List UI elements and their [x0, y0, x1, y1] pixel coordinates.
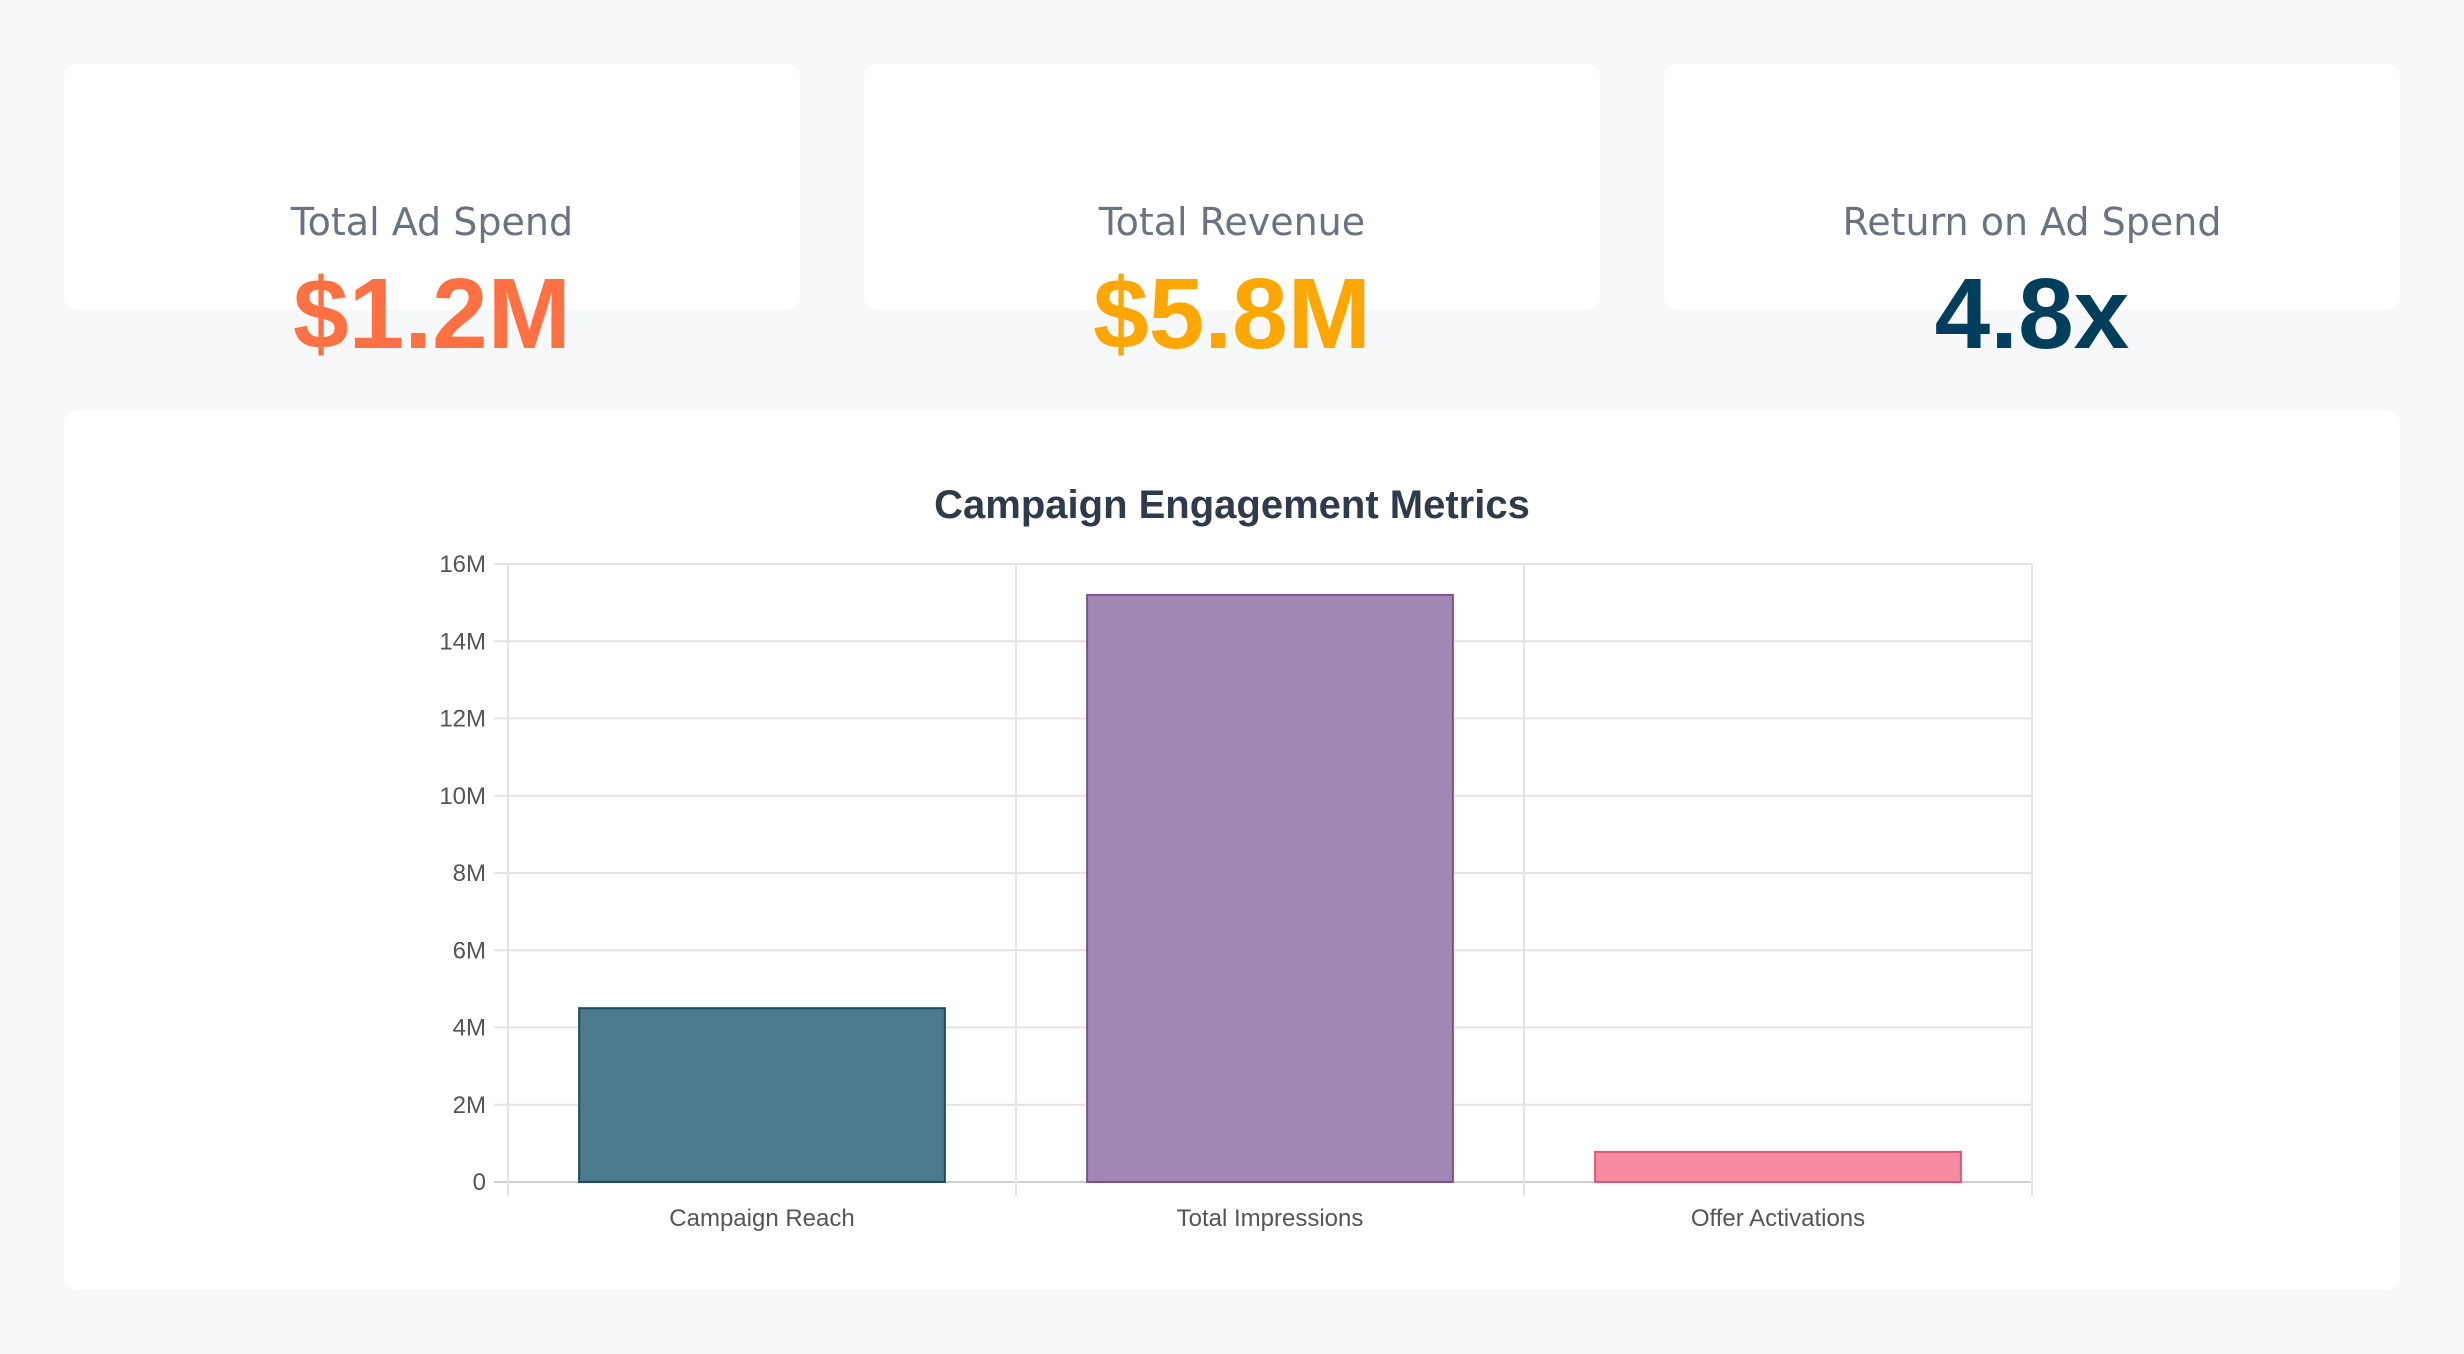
y-tick-label: 12M [439, 706, 486, 733]
y-tick-label: 10M [439, 783, 486, 810]
bar-total-impressions[interactable] [1086, 593, 1454, 1183]
bar-offer-activations[interactable] [1594, 1150, 1962, 1183]
kpi-label: Total Revenue [1098, 200, 1366, 244]
y-tick-label: 0 [473, 1169, 486, 1196]
x-tick-label: Offer Activations [1691, 1205, 1865, 1232]
kpi-card-roas: Return on Ad Spend 4.8x [1664, 64, 2400, 364]
y-tick-label: 6M [453, 937, 486, 964]
y-tick-label: 2M [453, 1092, 486, 1119]
x-tick-label: Total Impressions [1177, 1205, 1364, 1232]
engagement-bar-chart: Campaign Engagement Metrics 0 2M 4M 6M 8M 10M… [439, 483, 2033, 1232]
kpi-label: Return on Ad Spend [1842, 200, 2222, 244]
y-tick-label: 14M [439, 628, 486, 655]
kpi-value: $1.2M [293, 258, 571, 370]
y-tick-label: 4M [453, 1015, 486, 1042]
kpi-label: Total Ad Spend [290, 200, 574, 244]
x-tick-label: Campaign Reach [669, 1205, 854, 1232]
kpi-card-revenue: Total Revenue $5.8M [864, 64, 1600, 364]
y-tick-label: 8M [453, 860, 486, 887]
chart-card: Campaign Engagement Metrics 0 2M 4M 6M 8M 10M… [64, 410, 2400, 1290]
kpi-value: $5.8M [1093, 258, 1371, 370]
bar-campaign-reach[interactable] [578, 1007, 946, 1183]
chart-title: Campaign Engagement Metrics [934, 483, 1530, 527]
kpi-value: 4.8x [1934, 258, 2130, 370]
kpi-card-ad-spend: Total Ad Spend $1.2M [64, 64, 800, 364]
y-tick-label: 16M [439, 551, 486, 578]
